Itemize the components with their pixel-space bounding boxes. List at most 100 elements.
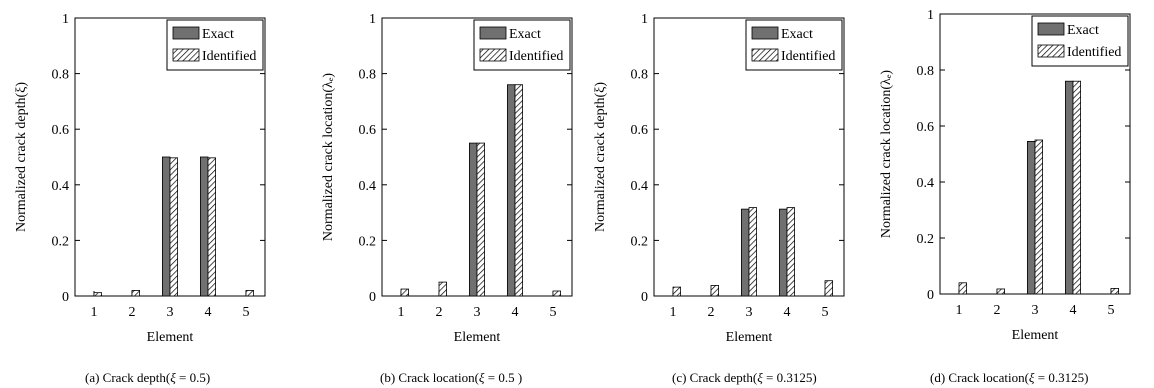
x-tick-label-a: 5	[243, 305, 250, 320]
legend-box-a	[166, 19, 264, 71]
x-tick-label-b: 5	[550, 305, 557, 320]
chart-panel-b: 0 0.2 0.4 0.6 0.8 1 1 2 3 4 5 Element Normalized cra…	[300, 0, 590, 388]
chart-svg-c: 0 0.2 0.4 0.6 0.8 1 1 2 3 4 5 Element Normalized cra…	[593, 12, 845, 345]
bar-identified-d	[996, 288, 1005, 295]
legend-label-d: Exact	[1067, 23, 1099, 38]
x-tick-label-a: 1	[91, 305, 98, 320]
y-tick-label-c: 1	[641, 12, 648, 27]
caption-d-prefix: (d) Crack location(	[930, 370, 1029, 385]
x-axis-label-c: Element	[726, 330, 773, 345]
chart-svg-a: 0 0.2 0.4 0.6 0.8 1 1 2 3 4 5 Element Normalized cra…	[14, 12, 266, 345]
caption-a: (a) Crack depth(ξ = 0.5)	[85, 370, 210, 386]
caption-c: (c) Crack depth(ξ = 0.3125)	[672, 370, 817, 386]
chart-panel-d: 0 0.2 0.4 0.6 0.8 1 1 2 3 4 5 Element Normalized cra…	[860, 0, 1154, 388]
x-axis-label-b: Element	[454, 330, 501, 345]
legend-label-a: Identified	[202, 49, 256, 64]
x-tick-label-d: 5	[1108, 303, 1115, 318]
caption-c-prefix: (c) Crack depth(	[672, 370, 758, 385]
y-axis-label-a: Normalized crack depth(ξ)	[14, 82, 29, 232]
caption-d: (d) Crack location(ξ = 0.3125)	[930, 370, 1088, 386]
x-tick-label-c: 2	[708, 305, 715, 320]
legend-label-c: Identified	[781, 49, 835, 64]
y-tick-label-d: 0.4	[917, 176, 935, 191]
y-tick-label-d: 1	[927, 8, 934, 23]
caption-b-rest: = 0.5 )	[484, 370, 523, 385]
y-tick-label-a: 0.6	[52, 123, 70, 138]
x-tick-label-b: 1	[398, 305, 405, 320]
x-tick-label-c: 4	[784, 305, 791, 320]
bar-identified-a	[169, 157, 178, 297]
bar-identified-d	[1034, 139, 1043, 295]
bar-exact-d	[1026, 140, 1036, 295]
caption-c-rest: = 0.3125)	[762, 370, 817, 385]
x-tick-label-b: 3	[474, 305, 481, 320]
bar-identified-d	[1072, 80, 1081, 295]
legend-swatch-d	[1037, 44, 1065, 58]
y-tick-label-d: 0.6	[917, 120, 935, 135]
y-tick-label-b: 1	[369, 12, 376, 27]
bar-identified-d	[958, 282, 967, 295]
chart-svg-d: 0 0.2 0.4 0.6 0.8 1 1 2 3 4 5 Element Normalized cra…	[879, 8, 1131, 343]
y-tick-label-d: 0	[927, 288, 934, 303]
y-tick-label-b: 0.4	[359, 179, 377, 194]
x-axis-label-a: Element	[147, 330, 194, 345]
x-tick-label-d: 4	[1070, 303, 1077, 318]
y-tick-label-b: 0.8	[359, 68, 377, 83]
bar-exact-a	[199, 156, 209, 297]
x-tick-label-b: 2	[436, 305, 443, 320]
bar-identified-b	[514, 84, 523, 297]
bar-exact-b	[506, 84, 516, 297]
bar-identified-a	[93, 292, 102, 297]
x-tick-label-a: 2	[129, 305, 136, 320]
bar-identified-c	[748, 207, 757, 297]
chart-panel-a: 0 0.2 0.4 0.6 0.8 1 1 2 3 4 5 Element Normalized cra…	[0, 0, 290, 388]
legend-swatch-a	[172, 26, 200, 40]
legend-label-b: Identified	[509, 49, 563, 64]
x-tick-label-c: 5	[822, 305, 829, 320]
bar-identified-c	[672, 286, 681, 297]
x-tick-label-d: 3	[1032, 303, 1039, 318]
x-tick-label-a: 4	[205, 305, 212, 320]
x-tick-label-d: 2	[994, 303, 1001, 318]
bar-identified-a	[245, 290, 254, 297]
y-axis-label-c: Normalized crack depth(ξ)	[593, 82, 608, 232]
bar-exact-a	[161, 156, 171, 297]
legend-label-b: Exact	[509, 27, 541, 42]
x-tick-label-c: 1	[670, 305, 677, 320]
y-tick-label-a: 0	[62, 290, 69, 305]
y-axis-label-b: Normalized crack location(λₑ)	[321, 73, 336, 242]
caption-b: (b) Crack location(ξ = 0.5 )	[380, 370, 522, 386]
legend-box-b	[473, 19, 571, 71]
legend-swatch-b	[479, 48, 507, 62]
y-tick-label-c: 0	[641, 290, 648, 305]
chart-svg-b: 0 0.2 0.4 0.6 0.8 1 1 2 3 4 5 Element Normalized cra…	[321, 12, 573, 345]
caption-a-variable: ξ	[170, 370, 176, 385]
y-tick-label-b: 0.2	[359, 234, 377, 249]
y-tick-label-c: 0.2	[631, 234, 649, 249]
bar-identified-b	[552, 290, 561, 297]
legend-swatch-b	[479, 26, 507, 40]
legend-swatch-c	[751, 26, 779, 40]
legend-swatch-c	[751, 48, 779, 62]
legend-swatch-d	[1037, 22, 1065, 36]
y-tick-label-a: 1	[62, 12, 69, 27]
legend-label-c: Exact	[781, 27, 813, 42]
bar-identified-a	[207, 157, 216, 297]
x-tick-label-b: 4	[512, 305, 519, 320]
y-tick-label-c: 0.6	[631, 123, 649, 138]
bar-exact-b	[468, 142, 478, 297]
caption-a-prefix: (a) Crack depth(	[85, 370, 171, 385]
bar-identified-a	[131, 290, 140, 297]
bar-identified-c	[824, 280, 833, 297]
legend-swatch-a	[172, 48, 200, 62]
bar-exact-c	[778, 208, 788, 297]
x-tick-label-a: 3	[167, 305, 174, 320]
x-tick-label-c: 3	[746, 305, 753, 320]
caption-c-variable: ξ	[757, 370, 763, 385]
y-tick-label-a: 0.2	[52, 234, 70, 249]
bar-identified-c	[786, 207, 795, 297]
y-tick-label-d: 0.8	[917, 64, 935, 79]
y-axis-label-d: Normalized crack location(λₑ)	[879, 70, 894, 239]
y-tick-label-a: 0.8	[52, 68, 70, 83]
caption-d-variable: ξ	[1028, 370, 1035, 385]
